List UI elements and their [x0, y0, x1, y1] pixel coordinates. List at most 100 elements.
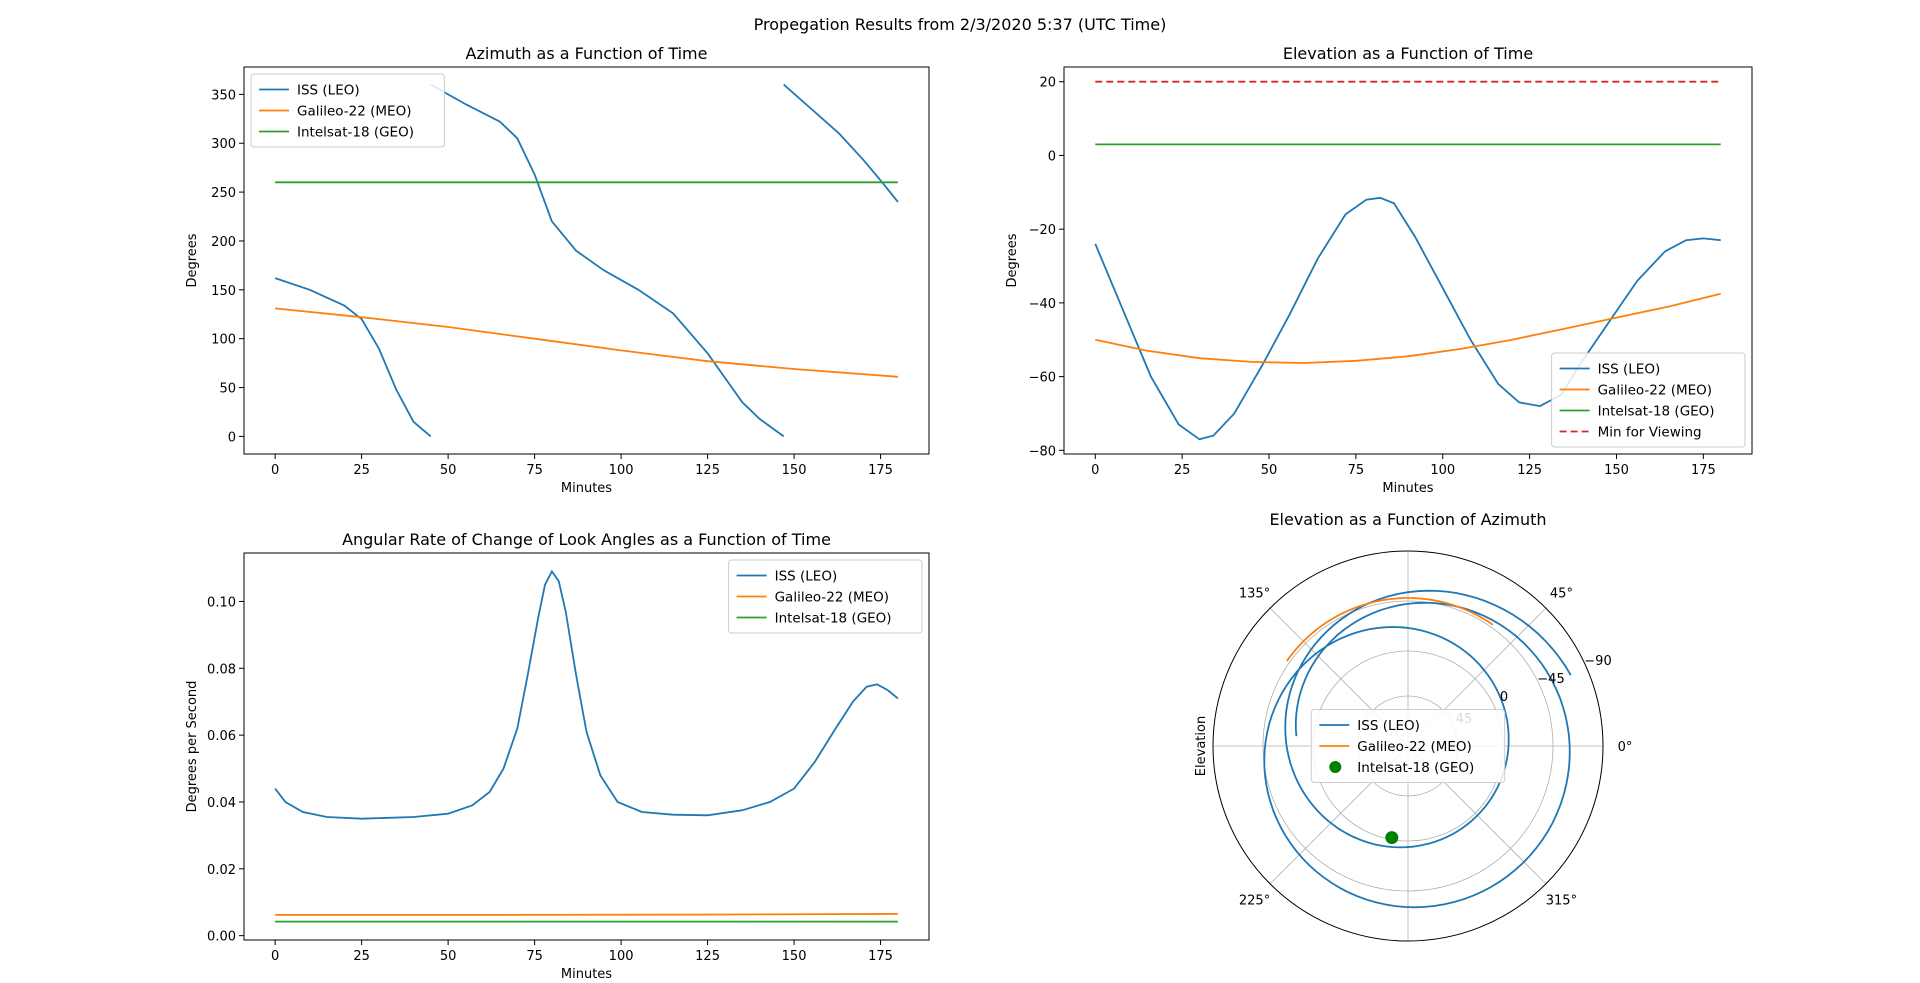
series-line-galileo-22-meo — [1095, 292, 1721, 364]
radial-tick-label: −45 — [1537, 672, 1564, 687]
y-axis-label: Elevation — [1194, 716, 1209, 776]
x-tick-label: 125 — [695, 949, 720, 964]
y-axis-label: Degrees — [185, 233, 200, 287]
legend-label: Intelsat-18 (GEO) — [775, 611, 892, 627]
x-tick-label: 150 — [782, 949, 807, 964]
y-tick-label: 50 — [219, 382, 236, 397]
legend-label: ISS (LEO) — [1357, 718, 1420, 734]
legend: ISS (LEO) Galileo-22 (MEO) Intelsat-18 (GE… — [1310, 709, 1506, 783]
series-line-iss-leo — [1263, 589, 1572, 909]
y-tick-label: 150 — [211, 284, 236, 299]
legend-marker — [1329, 761, 1342, 773]
y-tick-label: 0 — [228, 430, 236, 445]
x-tick-label: 25 — [353, 949, 370, 964]
legend-box — [250, 73, 445, 148]
figure-title: Propegation Results from 2/3/2020 5:37 (… — [753, 15, 1167, 34]
y-tick-label: 0 — [1048, 149, 1056, 164]
y-tick-label: 200 — [211, 235, 236, 250]
x-tick-label: 75 — [526, 949, 543, 964]
series-point-intelsat-18-geo — [1385, 831, 1399, 845]
radial-tick-label: −90 — [1584, 654, 1611, 669]
series-line-galileo-22-meo — [1286, 597, 1494, 662]
legend-label: ISS (LEO) — [1598, 362, 1661, 378]
legend-label: ISS (LEO) — [775, 569, 838, 585]
x-tick-label: 0 — [271, 463, 279, 478]
chart-title: Angular Rate of Change of Look Angles as… — [342, 530, 831, 549]
x-tick-label: 50 — [440, 949, 457, 964]
x-tick-label: 100 — [609, 463, 634, 478]
legend-box — [1310, 709, 1506, 783]
legend: ISS (LEO) Galileo-22 (MEO) Intelsat-18 (GE… — [728, 559, 923, 634]
y-tick-label: 20 — [1039, 76, 1056, 91]
chart-title: Elevation as a Function of Time — [1283, 44, 1533, 63]
y-axis-label: Degrees — [1005, 233, 1020, 287]
legend-label: Intelsat-18 (GEO) — [1357, 760, 1474, 776]
chart-4: Elevation as a Function of Azimuth 0° 45° 1… — [1194, 510, 1633, 942]
theta-tick-label: 315° — [1546, 893, 1577, 908]
x-axis-label: Minutes — [561, 967, 612, 982]
x-tick-label: 100 — [609, 949, 634, 964]
y-tick-label: −60 — [1029, 371, 1056, 386]
y-axis-label: Degrees per Second — [185, 681, 200, 813]
x-tick-label: 150 — [1604, 463, 1629, 478]
y-tick-label: 0.10 — [207, 595, 236, 610]
radial-tick-label: 0 — [1500, 690, 1508, 705]
x-tick-label: 125 — [1517, 463, 1542, 478]
y-tick-label: 0.04 — [207, 796, 236, 811]
axes-frame — [1063, 66, 1753, 455]
legend-label: Galileo-22 (MEO) — [775, 590, 889, 606]
series-line-iss-leo — [783, 83, 899, 203]
y-tick-label: −20 — [1029, 223, 1056, 238]
x-tick-label: 50 — [440, 463, 457, 478]
y-tick-label: 100 — [211, 333, 236, 348]
y-tick-label: 0.00 — [207, 930, 236, 945]
theta-tick-label: 135° — [1239, 587, 1270, 602]
legend-box — [728, 559, 923, 634]
legend-label: Min for Viewing — [1598, 425, 1702, 441]
y-tick-label: 0.02 — [207, 863, 236, 878]
theta-tick-label: 225° — [1239, 893, 1270, 908]
series-line-iss-leo — [1094, 196, 1721, 441]
x-tick-label: 125 — [695, 463, 720, 478]
x-tick-label: 175 — [868, 949, 893, 964]
x-axis-label: Minutes — [1382, 481, 1433, 496]
y-tick-label: 0.06 — [207, 729, 236, 744]
chart-title: Elevation as a Function of Azimuth — [1269, 510, 1546, 529]
x-tick-label: 175 — [868, 463, 893, 478]
x-tick-label: 175 — [1691, 463, 1716, 478]
chart-2: Elevation as a Function of Time 0 25 50 75 10… — [1005, 44, 1753, 496]
legend-label: Galileo-22 (MEO) — [1357, 739, 1471, 755]
y-tick-label: 0.08 — [207, 662, 236, 677]
x-axis-label: Minutes — [561, 481, 612, 496]
y-tick-label: −40 — [1029, 297, 1056, 312]
x-tick-label: 75 — [1348, 463, 1365, 478]
theta-tick-label: 45° — [1550, 587, 1573, 602]
legend: ISS (LEO) Galileo-22 (MEO) Intelsat-18 (GE… — [1551, 352, 1746, 448]
chart-1: Azimuth as a Function of Time 0 25 50 75 100 1… — [185, 44, 930, 496]
x-tick-label: 100 — [1430, 463, 1455, 478]
chart-title: Azimuth as a Function of Time — [466, 44, 708, 63]
axes-frame — [243, 552, 930, 941]
x-tick-label: 25 — [353, 463, 370, 478]
series-line-galileo-22-meo — [275, 913, 898, 916]
series-line-iss-leo — [274, 277, 432, 438]
y-tick-label: 250 — [211, 186, 236, 201]
polar-frame — [1212, 550, 1604, 942]
legend-label: Galileo-22 (MEO) — [297, 104, 411, 120]
series-line-iss-leo — [274, 569, 899, 820]
x-tick-label: 0 — [271, 949, 279, 964]
x-tick-label: 150 — [782, 463, 807, 478]
theta-tick-label: 0° — [1618, 740, 1633, 755]
legend-box — [1551, 352, 1746, 448]
axes-frame — [243, 66, 930, 455]
x-tick-label: 25 — [1174, 463, 1191, 478]
y-tick-label: −80 — [1029, 444, 1056, 459]
legend-label: Galileo-22 (MEO) — [1598, 383, 1712, 399]
x-tick-label: 50 — [1261, 463, 1278, 478]
y-tick-label: 300 — [211, 137, 236, 152]
y-tick-label: 350 — [211, 88, 236, 103]
x-tick-label: 75 — [526, 463, 543, 478]
series-line-iss-leo — [430, 83, 785, 438]
legend-label: ISS (LEO) — [297, 83, 360, 99]
